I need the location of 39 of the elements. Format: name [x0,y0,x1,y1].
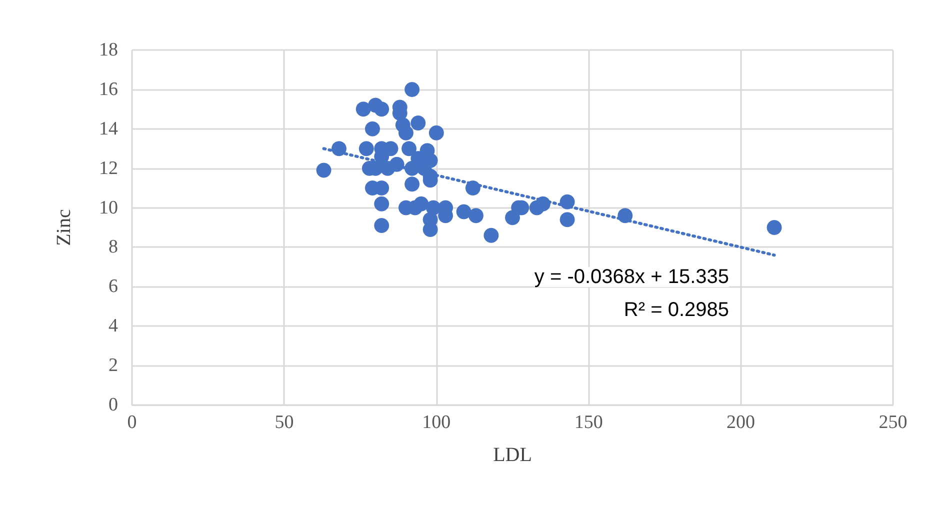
annotation: y = -0.0368x + 15.335 [534,266,729,288]
y-tick-label: 2 [108,355,118,376]
y-tick-label: 14 [99,118,118,140]
y-tick-label: 12 [99,158,118,179]
point [358,141,374,156]
point [374,218,390,234]
point [428,125,444,140]
y-tick-label: 16 [99,78,118,100]
point [374,196,390,212]
x-tick-label: 100 [422,412,451,433]
point [456,204,472,220]
point [560,212,575,228]
point [398,125,414,140]
point [316,162,332,178]
point [402,141,417,156]
x-tick-label: 200 [726,412,756,433]
point [410,115,426,130]
x-tick-label: 150 [574,412,603,433]
y-tick-label: 6 [108,276,118,298]
point [404,176,420,192]
annotation: R² = 0.2985 [624,299,730,321]
x-tick-label: 0 [127,412,137,433]
y-tick-label: 8 [108,236,118,258]
y-tick-label: 4 [108,316,118,337]
point [404,82,420,97]
point [766,220,782,235]
y-tick-label: 10 [99,197,118,218]
point [468,208,484,224]
point [364,121,380,136]
y-tick-label: 18 [99,40,118,60]
point [356,102,371,117]
point [484,228,499,243]
x-axis-title: LDL [493,444,532,466]
point [374,102,390,117]
x-tick-label: 250 [878,412,908,433]
x-tick-label: 50 [274,412,294,433]
y-axis-title: Zinc [53,209,75,246]
y-tick-label: 0 [108,394,118,416]
point [414,196,429,212]
